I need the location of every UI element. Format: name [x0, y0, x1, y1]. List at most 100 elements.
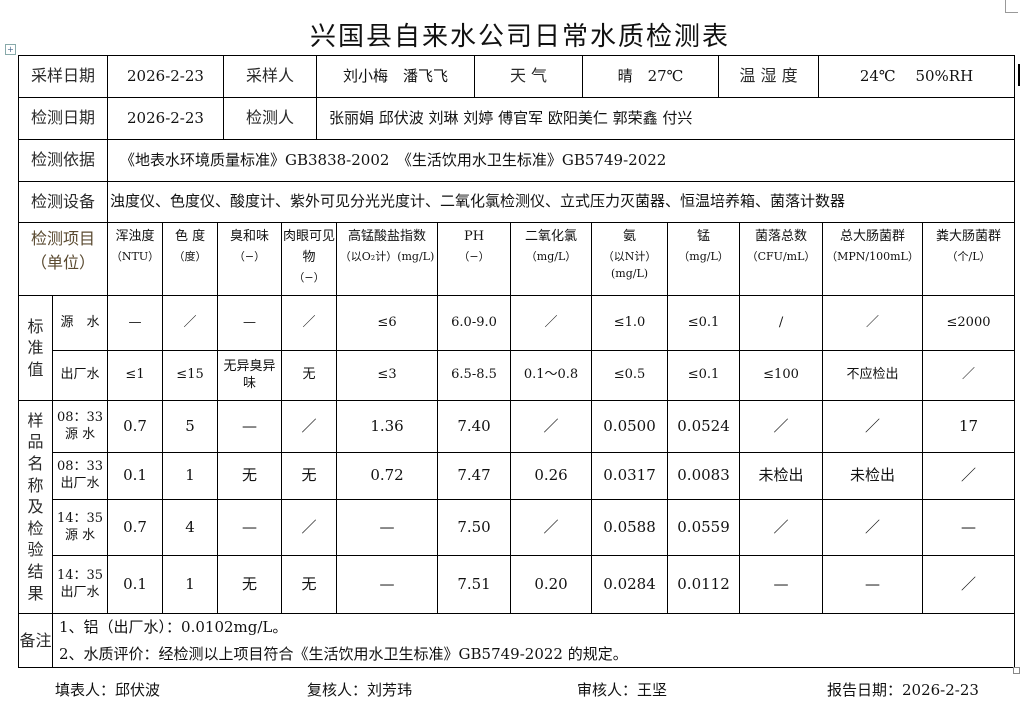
weather-value[interactable]: 晴 27℃	[582, 55, 719, 98]
result-cell[interactable]: 0.7	[107, 400, 164, 453]
result-cell[interactable]: ／	[739, 400, 824, 453]
result-cell[interactable]: ／	[739, 499, 824, 556]
standard-cell[interactable]: ≤2000	[922, 295, 1016, 351]
result-cell[interactable]: 无	[281, 452, 338, 500]
sampling-date-value[interactable]: 2026-2-23	[107, 55, 224, 98]
result-cell[interactable]: 4	[162, 499, 219, 556]
basis-value[interactable]: 《地表水环境质量标准》GB3838-2002 《生活饮用水卫生标准》GB5749…	[107, 139, 1015, 182]
remarks-row: 备注 1、铝（出厂水）：0.0102mg/L。 2、水质评价：经检测以上项目符合…	[18, 613, 1016, 668]
result-cell[interactable]: 无	[217, 555, 283, 614]
result-cell[interactable]: —	[739, 555, 824, 614]
page-corner-mark	[1005, 0, 1018, 13]
table-move-handle-icon[interactable]: +	[5, 44, 16, 55]
result-cell[interactable]: ／	[922, 452, 1016, 500]
result-cell[interactable]: —	[217, 400, 283, 453]
result-cell[interactable]: ／	[510, 499, 593, 556]
sample-name: 源 水	[64, 527, 96, 543]
result-cell[interactable]: 7.40	[437, 400, 512, 453]
result-cell[interactable]: 无	[217, 452, 283, 500]
standard-cell[interactable]: ／	[922, 350, 1016, 401]
result-cell[interactable]: ／	[922, 555, 1016, 614]
result-cell[interactable]: —	[336, 499, 439, 556]
result-cell[interactable]: —	[217, 499, 283, 556]
column-header: PH （−）	[437, 222, 512, 296]
standard-cell[interactable]: —	[107, 295, 164, 351]
result-cell[interactable]: 0.26	[510, 452, 593, 500]
result-cell[interactable]: 0.1	[107, 555, 164, 614]
result-cell[interactable]: ／	[822, 499, 924, 556]
result-cell[interactable]: —	[336, 555, 439, 614]
result-cell[interactable]: 0.0588	[591, 499, 669, 556]
result-cell[interactable]: 未检出	[739, 452, 824, 500]
result-cell[interactable]: 0.7	[107, 499, 164, 556]
result-cell[interactable]: 0.1	[107, 452, 164, 500]
result-cell[interactable]: 5	[162, 400, 219, 453]
result-cell[interactable]: 7.47	[437, 452, 512, 500]
sample-time: 08：33	[56, 459, 104, 475]
standard-cell[interactable]: ≤0.1	[667, 295, 741, 351]
result-cell[interactable]: ／	[822, 400, 924, 453]
result-cell[interactable]: 7.50	[437, 499, 512, 556]
basis-label: 检测依据	[18, 139, 108, 182]
standard-cell[interactable]: ／	[162, 295, 219, 351]
standard-row: 出厂水 ≤1 ≤15 无异臭异味无 ≤3 6.5-8.5 0.1～0.8 ≤0.5 ≤0.1 ≤1…	[19, 350, 1016, 401]
sample-name: 出厂水	[60, 476, 100, 491]
result-cell[interactable]: 0.72	[336, 452, 439, 500]
result-cell[interactable]: 0.0524	[667, 400, 741, 453]
result-cell[interactable]: 0.0112	[667, 555, 741, 614]
equipment-value[interactable]: 浊度仪、色度仪、酸度计、紫外可见分光光度计、二氧化氯检测仪、立式压力灭菌器、恒温…	[107, 181, 1015, 223]
column-header-name: 总大肠菌群	[840, 229, 906, 244]
result-cell[interactable]: 0.0559	[667, 499, 741, 556]
standard-cell[interactable]: 6.5-8.5	[437, 350, 512, 401]
column-header: 高锰酸盐指数 （以O₂计）(mg/L)	[336, 222, 439, 296]
result-cell[interactable]: 17	[922, 400, 1016, 453]
sampler-value[interactable]: 刘小梅 潘飞飞	[316, 55, 475, 98]
temp-humidity-value[interactable]: 24℃ 50%RH	[818, 55, 1015, 98]
result-cell[interactable]: 0.0284	[591, 555, 669, 614]
standard-cell[interactable]: ≤3	[336, 350, 439, 401]
column-header: 锰 （mg/L）	[667, 222, 741, 296]
result-cell[interactable]: 0.0500	[591, 400, 669, 453]
results-table: 检测项目 （单位） 浑浊度 （NTU） 色 度 （度） 臭和味 （−） 肉眼可见物 （−） 高锰…	[17, 222, 1016, 668]
result-cell[interactable]: 无	[281, 555, 338, 614]
standard-cell[interactable]: 无异臭异味	[217, 350, 283, 401]
standard-cell[interactable]: —	[217, 295, 283, 351]
standard-cell[interactable]: ≤15	[162, 350, 219, 401]
result-cell[interactable]: 1	[162, 555, 219, 614]
remarks-content[interactable]: 1、铝（出厂水）：0.0102mg/L。 2、水质评价：经检测以上项目符合《生活…	[51, 613, 1016, 668]
standard-cell[interactable]: ／	[281, 295, 338, 351]
result-cell[interactable]: 0.0083	[667, 452, 741, 500]
standard-cell[interactable]: 6.0-9.0	[437, 295, 512, 351]
standard-cell[interactable]: 无	[281, 350, 338, 401]
result-cell[interactable]: 7.51	[437, 555, 512, 614]
standard-cell[interactable]: ≤100	[739, 350, 824, 401]
standard-cell[interactable]: 0.1～0.8	[510, 350, 593, 401]
info-table: 采样日期 2026-2-23 采样人 刘小梅 潘飞飞 天 气 晴 27℃ 温 湿…	[18, 55, 1015, 223]
result-cell[interactable]: ／	[281, 499, 338, 556]
standard-cell[interactable]: ≤1	[107, 350, 164, 401]
result-cell[interactable]: ／	[281, 400, 338, 453]
standard-cell[interactable]: ≤0.1	[667, 350, 741, 401]
result-cell[interactable]: 1	[162, 452, 219, 500]
test-date-value[interactable]: 2026-2-23	[107, 97, 224, 140]
result-cell[interactable]: ／	[510, 400, 593, 453]
result-cell[interactable]: —	[922, 499, 1016, 556]
standard-cell[interactable]: ≤0.5	[591, 350, 669, 401]
standard-cell[interactable]: ≤1.0	[591, 295, 669, 351]
result-cell[interactable]: 0.20	[510, 555, 593, 614]
standard-cell[interactable]: ／	[510, 295, 593, 351]
standard-cell[interactable]: ／	[822, 295, 924, 351]
sample-time: 08：33	[56, 409, 104, 425]
standard-cell[interactable]: /	[739, 295, 824, 351]
result-row: 08：33 出厂水 0.1 1 无无 0.72 7.47 0.26 0.0317 0.0083 未检…	[19, 452, 1016, 500]
result-cell[interactable]: 未检出	[822, 452, 924, 500]
column-header-unit: （MPN/100mL）	[826, 249, 919, 263]
result-cell[interactable]: 1.36	[336, 400, 439, 453]
result-cell[interactable]: —	[822, 555, 924, 614]
result-cell[interactable]: 0.0317	[591, 452, 669, 500]
testers-value[interactable]: 张丽娟 邱伏波 刘琳 刘婷 傅官军 欧阳美仁 郭荣鑫 付兴	[316, 97, 1015, 140]
column-header-unit: （个/L）	[946, 249, 991, 263]
standard-cell[interactable]: 不应检出	[822, 350, 924, 401]
table-resize-handle[interactable]	[1013, 667, 1020, 674]
standard-cell[interactable]: ≤6	[336, 295, 439, 351]
